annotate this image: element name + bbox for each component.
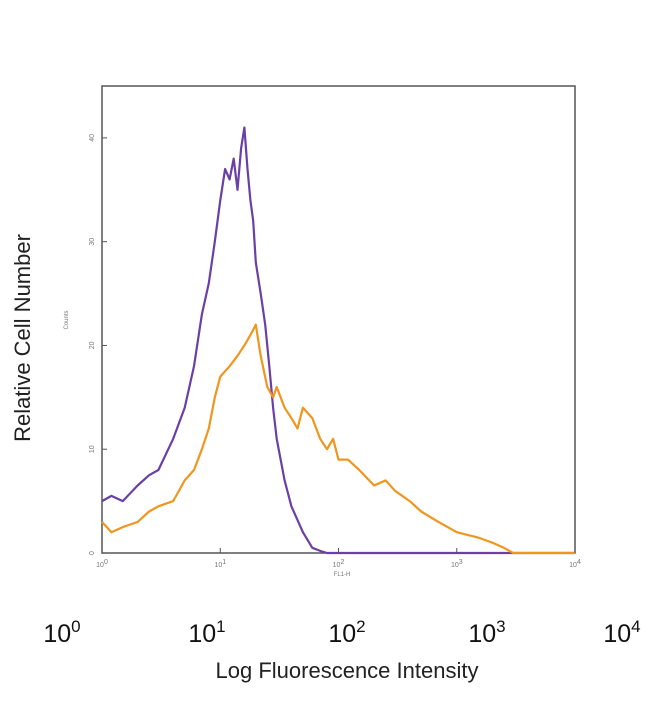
x-tick-label-3: 103 bbox=[468, 617, 505, 648]
y-tick-label-2: 20 bbox=[89, 341, 96, 349]
x-inner-tick-label-0: 100 bbox=[96, 559, 108, 569]
series-layer bbox=[101, 126, 575, 555]
x-inner-tick-label-1: 101 bbox=[214, 559, 226, 569]
x-tick-label-4: 104 bbox=[603, 617, 640, 648]
y-axis-title: Relative Cell Number bbox=[10, 234, 35, 442]
x-tick-label-0: 100 bbox=[43, 617, 80, 648]
x-inner-tick-label-3: 103 bbox=[451, 559, 463, 569]
y-tick-label-4: 40 bbox=[89, 134, 96, 142]
x-inner-tick-label-4: 104 bbox=[569, 559, 581, 569]
x-axis-title: Log Fluorescence Intensity bbox=[216, 658, 479, 683]
inner-y-axis-title: Counts bbox=[64, 310, 70, 329]
y-tick-label-1: 10 bbox=[89, 445, 96, 453]
outer-tick-layer: 100 101 102 103 104 bbox=[43, 617, 640, 648]
inner-x-axis-title: FL1-H bbox=[334, 572, 351, 578]
series-line-2 bbox=[101, 323, 575, 555]
y-tick-label-0: 0 bbox=[89, 551, 96, 555]
inner-tick-layer: 0 10 20 30 40 100 101 102 103 104 bbox=[89, 134, 581, 569]
plot-frame bbox=[101, 85, 576, 554]
x-tick-label-2: 102 bbox=[328, 617, 365, 648]
x-inner-tick-label-2: 102 bbox=[333, 559, 345, 569]
y-tick-label-3: 30 bbox=[89, 238, 96, 246]
x-tick-label-1: 101 bbox=[188, 617, 225, 648]
series-line-1 bbox=[101, 126, 575, 555]
